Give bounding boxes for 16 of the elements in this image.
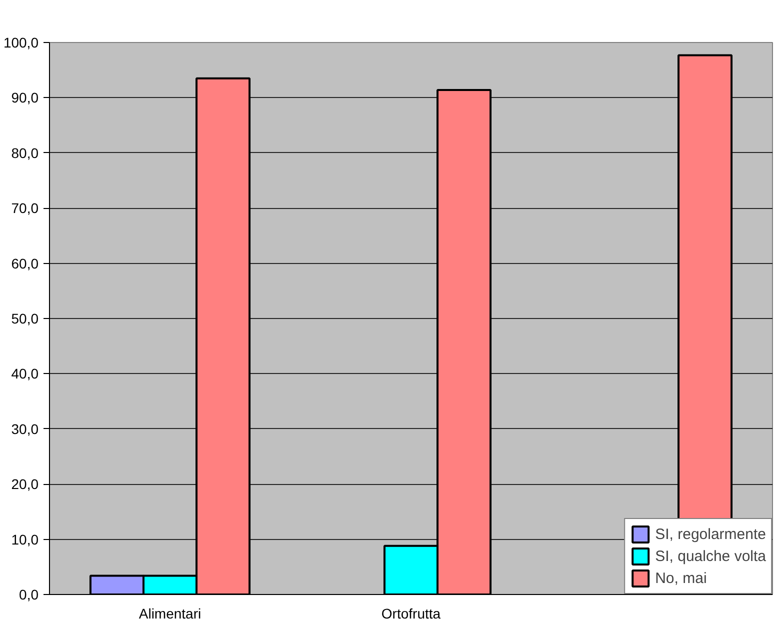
y-tick-label: 70,0: [11, 200, 39, 216]
y-tick-label: 30,0: [11, 420, 39, 437]
y-tick-label: 0,0: [19, 586, 39, 602]
y-tick-label: 90,0: [11, 90, 39, 106]
legend-label: SI, regolarmente: [655, 526, 766, 542]
y-tick-label: 20,0: [11, 476, 39, 492]
x-tick-label: Ortofrutta: [381, 606, 441, 622]
y-tick-label: 50,0: [11, 310, 39, 326]
y-tick-label: 10,0: [11, 531, 39, 548]
y-tick-label: 100,0: [3, 34, 39, 50]
y-tick-label: 80,0: [11, 144, 39, 161]
legend-label: SI, qualche volta: [655, 548, 766, 564]
legend-label: No, mai: [655, 570, 707, 586]
x-tick-label: Alimentari: [138, 606, 202, 622]
y-tick-label: 40,0: [11, 366, 39, 382]
y-tick-label: 60,0: [11, 255, 39, 272]
